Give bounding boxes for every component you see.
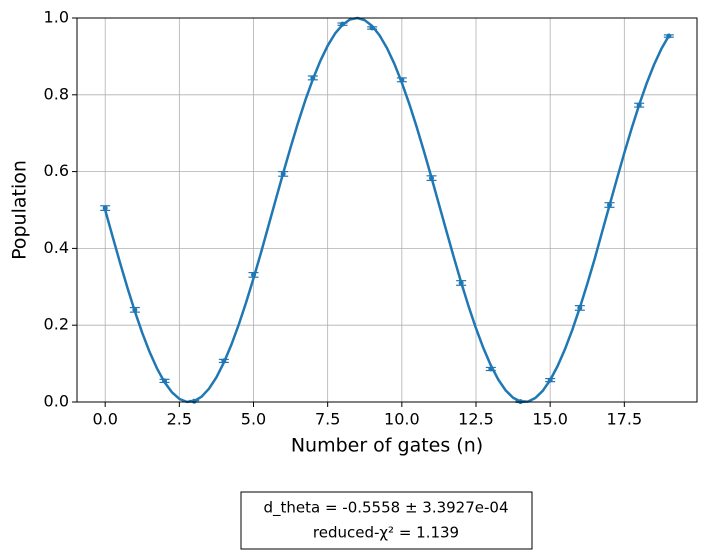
- x-tick-label: 2.5: [167, 410, 192, 429]
- annotation-box: [240, 491, 533, 550]
- plot-area: [100, 16, 674, 405]
- grid: [77, 17, 697, 403]
- x-tick-label: 7.5: [315, 410, 340, 429]
- y-tick-label: 0.4: [44, 238, 69, 257]
- fit-line: [103, 16, 670, 404]
- annotation: d_theta = -0.5558 ± 3.3927e-04: [263, 499, 508, 518]
- x-axis-label: Number of gates (n): [291, 435, 483, 457]
- y-axis-label: Population: [9, 160, 31, 260]
- y-tick-label: 0.0: [44, 392, 69, 411]
- x-tick-label: 0.0: [92, 410, 117, 429]
- y-tick-label: 0.6: [44, 161, 69, 180]
- x-tick-label: 10.0: [384, 410, 420, 429]
- data-point: [102, 205, 108, 211]
- axes-frame: [76, 17, 698, 403]
- y-tick-label: 1.0: [44, 8, 69, 27]
- annotation: reduced-χ² = 1.139: [313, 524, 459, 542]
- y-tick-label: 0.2: [44, 315, 69, 334]
- x-tick-label: 12.5: [458, 410, 494, 429]
- x-tick-label: 15.0: [532, 410, 568, 429]
- x-tick-label: 5.0: [241, 410, 266, 429]
- x-tick-label: 17.5: [607, 410, 643, 429]
- y-tick-label: 0.8: [44, 84, 69, 103]
